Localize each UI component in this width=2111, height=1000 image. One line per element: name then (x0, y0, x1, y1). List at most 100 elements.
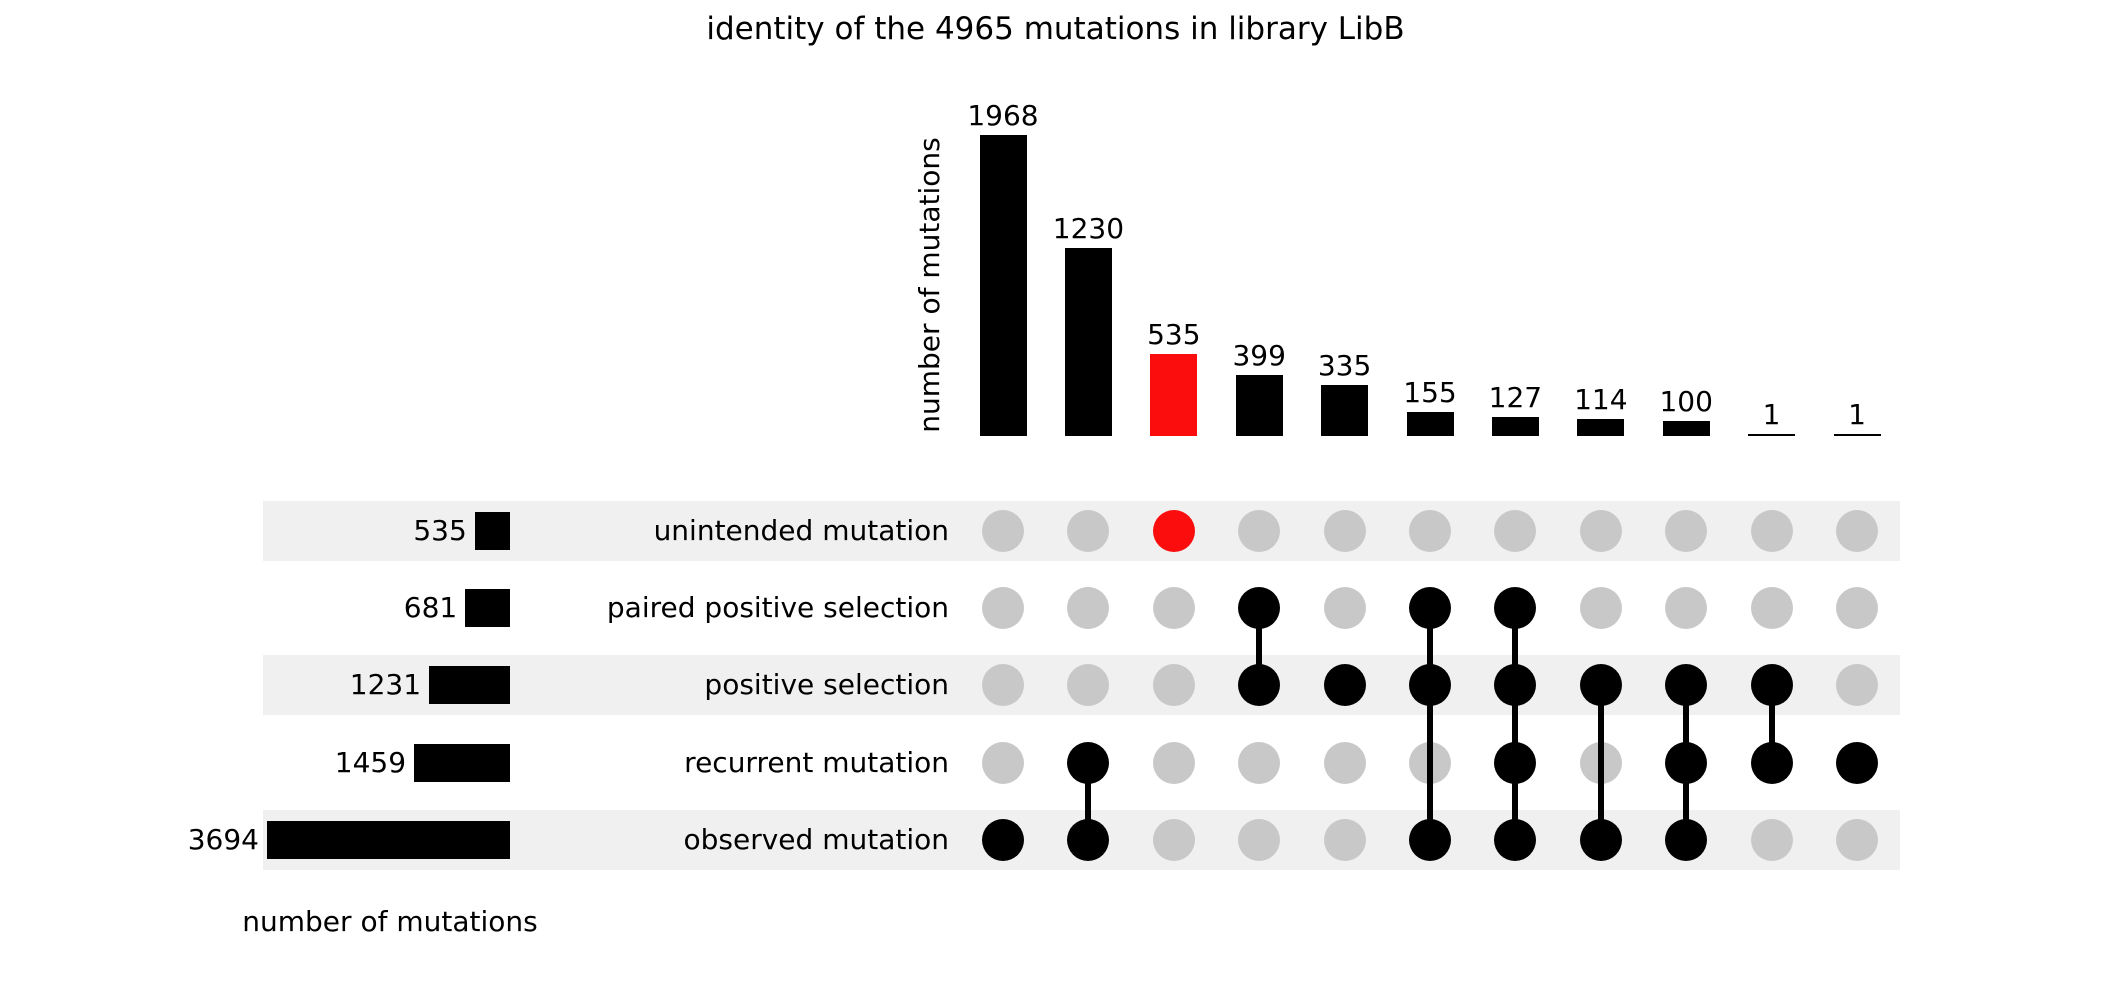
matrix-dot (1238, 741, 1281, 784)
intersection-bar (1748, 434, 1796, 436)
set-name-label: positive selection (704, 668, 949, 702)
intersection-size-label: 1 (1762, 398, 1781, 431)
matrix-dot (1238, 510, 1281, 552)
set-size-value: 1459 (334, 745, 407, 779)
matrix-dot (1836, 587, 1878, 630)
intersection-bar (1064, 247, 1112, 436)
matrix-dot (1409, 587, 1451, 630)
set-size-bar (267, 820, 510, 859)
intersection-size-label: 114 (1574, 382, 1628, 416)
set-name-label: observed mutation (683, 822, 950, 856)
matrix-dot (1067, 818, 1110, 861)
matrix-dot (1238, 587, 1281, 630)
matrix-dot (1579, 818, 1622, 861)
intersection-bar (979, 135, 1027, 436)
matrix-dot (1665, 510, 1708, 552)
matrix-dot (1238, 664, 1281, 707)
matrix-dot (982, 587, 1024, 630)
matrix-dot (1323, 510, 1366, 552)
matrix-dot (1152, 510, 1195, 552)
intersection-size-label: 127 (1488, 380, 1543, 414)
matrix-dot (1665, 587, 1708, 630)
set-size-value: 1231 (349, 668, 422, 702)
matrix-dot (1323, 741, 1366, 784)
intersection-connector (1597, 685, 1604, 840)
matrix-dot (1409, 510, 1451, 552)
matrix-dot (1579, 587, 1622, 630)
matrix-dot (1836, 741, 1878, 784)
matrix-dot (1836, 664, 1878, 707)
intersection-size-label: 535 (1147, 318, 1201, 352)
intersection-bar (1833, 434, 1881, 436)
matrix-dot (1238, 818, 1281, 861)
matrix-dot (1152, 741, 1195, 784)
matrix-dot (1323, 587, 1366, 630)
intersection-size-label: 155 (1403, 376, 1457, 410)
intersection-bar (1150, 354, 1198, 436)
matrix-dot (982, 741, 1024, 784)
set-size-bar (429, 666, 510, 705)
intersection-size-label: 1968 (967, 99, 1039, 132)
intersection-bar (1406, 412, 1454, 436)
set-size-axis-label: number of mutations (242, 905, 538, 938)
intersection-size-label: 100 (1659, 384, 1713, 418)
matrix-dot (1067, 664, 1110, 707)
matrix-dot (1665, 664, 1708, 707)
set-size-value: 535 (413, 514, 467, 547)
matrix-dot (1665, 741, 1708, 784)
intersection-bar (1491, 416, 1539, 436)
matrix-dot (1323, 664, 1366, 707)
matrix-dot (1067, 741, 1110, 784)
matrix-dot (1409, 664, 1451, 707)
intersection-bar (1321, 384, 1369, 436)
intersection-bar (1662, 420, 1710, 436)
matrix-dot (1067, 587, 1110, 630)
matrix-dot (1579, 510, 1622, 552)
matrix-dot (1750, 510, 1793, 552)
matrix-dot (982, 818, 1024, 861)
matrix-dot (1750, 741, 1793, 784)
intersection-bar (1235, 374, 1283, 436)
set-name-label: paired positive selection (606, 591, 949, 625)
matrix-dot (1750, 818, 1793, 861)
intersection-connector (1768, 685, 1775, 763)
matrix-dot (1152, 664, 1195, 707)
matrix-dot (1494, 818, 1537, 861)
matrix-dot (1494, 587, 1537, 630)
matrix-dot (1494, 510, 1537, 552)
intersection-connector (1085, 762, 1092, 840)
top-chart-y-axis-label: number of mutations (913, 137, 946, 433)
matrix-dot (1665, 818, 1708, 861)
matrix-dot (1323, 818, 1366, 861)
matrix-dot (1836, 510, 1878, 552)
matrix-dot (1152, 818, 1195, 861)
set-size-value: 681 (403, 591, 458, 625)
set-size-bar (465, 589, 510, 628)
intersection-size-label: 335 (1317, 348, 1372, 382)
matrix-dot (1579, 664, 1622, 707)
set-size-value: 3694 (187, 822, 259, 856)
intersection-bar (1577, 418, 1625, 436)
matrix-dot (1494, 664, 1537, 707)
intersection-size-label: 399 (1232, 338, 1286, 372)
matrix-dot (1750, 664, 1793, 707)
matrix-dot (982, 510, 1024, 552)
set-size-bar (414, 743, 510, 782)
matrix-dot (982, 664, 1024, 707)
intersection-size-label: 1 (1848, 398, 1866, 431)
matrix-dot (1750, 587, 1793, 630)
chart-title: identity of the 4965 mutations in librar… (706, 11, 1405, 47)
intersection-connector (1512, 608, 1519, 840)
intersection-connector (1427, 608, 1433, 840)
matrix-dot (1836, 818, 1878, 861)
matrix-dot (1409, 818, 1451, 861)
set-name-label: unintended mutation (653, 514, 949, 547)
matrix-dot (1152, 587, 1195, 630)
intersection-size-label: 1230 (1052, 211, 1125, 245)
set-size-bar (474, 512, 510, 550)
matrix-dot (1067, 510, 1110, 552)
matrix-dot (1494, 741, 1537, 784)
set-name-label: recurrent mutation (684, 745, 949, 779)
intersection-connector (1256, 608, 1263, 686)
